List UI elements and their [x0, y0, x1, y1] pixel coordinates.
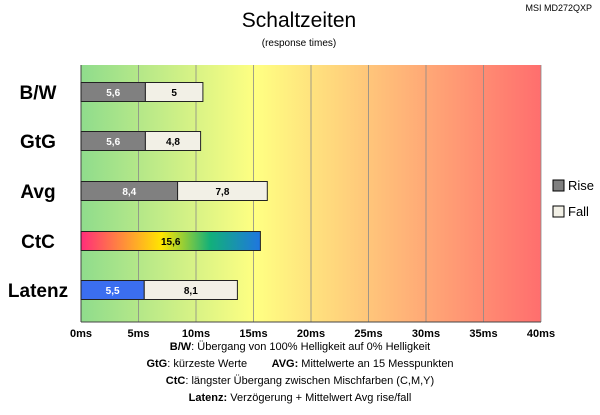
chart-title: Schaltzeiten — [242, 9, 356, 32]
bar-label-fall: 4,8 — [166, 137, 180, 148]
footnote-ctc: CtC: längster Übergang zwischen Mischfar… — [0, 375, 600, 387]
category-label: CtC — [21, 232, 55, 253]
footnote-bw: B/W: Übergang von 100% Helligkeit auf 0%… — [0, 341, 600, 353]
bar-label-rise: 5,6 — [106, 88, 120, 99]
x-tick-label: 25ms — [354, 328, 382, 340]
category-label: GtG — [20, 132, 56, 153]
legend: Rise Fall — [552, 178, 594, 219]
bar-fall — [144, 131, 202, 151]
legend-label-fall: Fall — [568, 204, 589, 219]
footnote-avg-text: Mittelwerte an 15 Messpunkten — [298, 358, 454, 370]
bars-layer: 5,6 5 5,6 4,8 8,4 7,8 15,6 5,5 8,1 — [80, 82, 268, 300]
category-label: B/W — [20, 83, 57, 104]
bar-fall — [143, 280, 238, 300]
footnote-gtg-text: : kürzeste Werte — [167, 358, 248, 370]
x-tick-labels: 0ms 5ms 10ms 15ms 20ms 25ms 30ms 35ms 40ms — [70, 328, 555, 340]
monitor-model-label: MSI MD272QXP — [525, 3, 592, 13]
x-tick-label: 5ms — [127, 328, 149, 340]
bar-label-rise: 5,5 — [106, 286, 120, 297]
bar-label-ctc: 15,6 — [161, 237, 181, 248]
bar-fall — [144, 82, 204, 102]
x-tick-label: 35ms — [469, 328, 497, 340]
x-tick-label: 15ms — [239, 328, 267, 340]
x-tick-label: 30ms — [412, 328, 440, 340]
footnote-gtg-key: GtG — [146, 358, 168, 370]
footnote-latenz: Latenz: Verzögerung + Mittelwert Avg ris… — [0, 392, 600, 404]
category-label: Latenz — [8, 281, 68, 302]
x-tick-label: 0ms — [70, 328, 92, 340]
bar-label-rise: 8,4 — [122, 187, 136, 198]
category-labels: B/W GtG Avg CtC Latenz — [8, 83, 68, 302]
bar-label-rise: 5,6 — [106, 137, 120, 148]
footnote-bw-text: : Übergang von 100% Helligkeit auf 0% He… — [191, 341, 431, 353]
x-tick-label: 10ms — [182, 328, 210, 340]
bar-fall — [177, 181, 268, 201]
legend-label-rise: Rise — [568, 178, 594, 193]
gridlines — [80, 65, 542, 323]
bar-label-fall: 5 — [171, 88, 177, 99]
chart-subtitle: (response times) — [262, 38, 336, 49]
footnote-gtg-avg: GtG: kürzeste Werte AVG: Mittelwerte an … — [0, 358, 600, 370]
legend-swatch-fall — [552, 205, 565, 218]
footnote-bw-key: B/W — [169, 341, 192, 353]
footnote-latenz-text: Verzögerung + Mittelwert Avg rise/fall — [227, 392, 412, 404]
x-tick-label: 20ms — [297, 328, 325, 340]
bar-ctc — [80, 231, 261, 251]
category-label: Avg — [20, 182, 55, 203]
footnote-latenz-key: Latenz: — [188, 392, 228, 404]
legend-swatch-rise — [552, 179, 565, 192]
footnote-ctc-text: : längster Übergang zwischen Mischfarben… — [185, 375, 435, 387]
bar-label-fall: 8,1 — [184, 286, 198, 297]
x-tick-label: 40ms — [527, 328, 555, 340]
footnote-avg-key: AVG: — [271, 358, 299, 370]
footnote-ctc-key: CtC — [165, 375, 186, 387]
bar-label-fall: 7,8 — [215, 187, 229, 198]
